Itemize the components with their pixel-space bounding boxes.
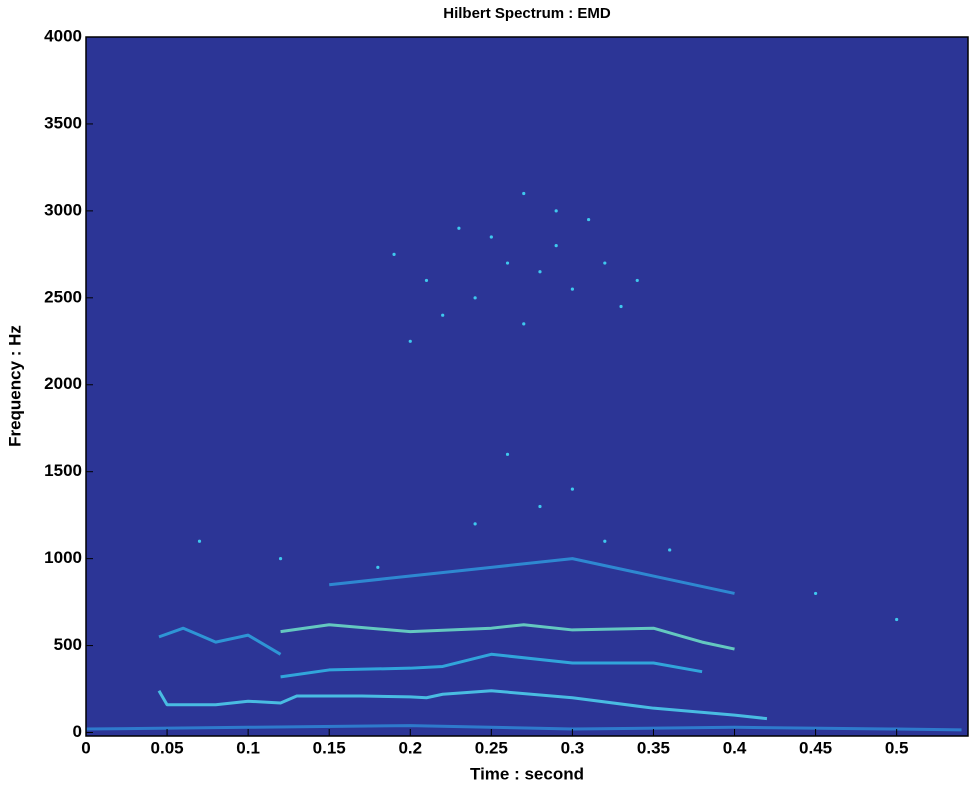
chart-title: Hilbert Spectrum : EMD (443, 5, 611, 22)
spectrum-ridge (329, 557, 735, 595)
x-tick-label: 0.4 (723, 738, 747, 757)
x-tick-label: 0.25 (475, 738, 508, 757)
y-tick-label: 3500 (44, 113, 82, 132)
x-tick-label: 0.35 (637, 738, 670, 757)
spectrum-dot (813, 591, 818, 596)
spectrum-ridge (280, 623, 735, 651)
spectrum-dot (554, 209, 558, 213)
spectrum-dot (278, 557, 283, 561)
spectrum-dot (619, 304, 623, 309)
spectrum-dot (489, 235, 493, 239)
x-tick-label: 0.1 (236, 738, 260, 757)
spectrum-dot (538, 270, 542, 274)
spectrum-dot (408, 339, 412, 343)
spectrum-dot (522, 191, 526, 196)
y-tick-label: 2000 (44, 374, 82, 393)
spectrum-ridge (280, 652, 703, 679)
spectrum-dot (603, 539, 607, 543)
spectrum-dot (473, 296, 477, 300)
x-tick-label: 0.3 (561, 738, 585, 757)
spectrum-dot (424, 278, 429, 283)
axes-frame (85, 36, 969, 737)
plot-area (86, 37, 968, 736)
spectrum-dot (635, 278, 639, 283)
spectrum-dot (392, 252, 396, 256)
spectrum-ridge (158, 626, 282, 656)
y-tick-label: 4000 (44, 26, 82, 45)
spectrum-dot (668, 548, 672, 552)
spectrum-dot (505, 452, 510, 456)
spectrum-dot (895, 617, 899, 622)
spectrum-dot (473, 522, 477, 526)
x-tick-label: 0.45 (799, 738, 832, 757)
x-tick-label: 0.05 (151, 738, 184, 757)
y-axis-label: Frequency : Hz (5, 325, 24, 447)
y-tick-label: 1000 (44, 548, 82, 567)
spectrum-dot (441, 313, 445, 317)
y-tick-label: 500 (54, 635, 82, 654)
spectrum-dot (457, 226, 461, 230)
x-tick-label: 0.5 (885, 738, 909, 757)
spectrum-dot (376, 565, 380, 569)
spectrum-ridge (157, 689, 768, 721)
x-axis-label: Time : second (470, 764, 584, 783)
spectrum-dot (570, 487, 574, 491)
y-tick-label: 0 (73, 722, 82, 741)
spectrum-dot (554, 244, 558, 248)
x-tick-label: 0 (81, 738, 90, 757)
x-tick-label: 0.15 (313, 738, 346, 757)
y-tick-label: 1500 (44, 461, 82, 480)
spectrum-dot (587, 217, 591, 222)
spectrum-dot (538, 504, 542, 509)
spectrum-dot (570, 287, 574, 291)
spectrum-dot (505, 261, 510, 265)
y-tick-label: 2500 (44, 287, 82, 306)
y-tick-label: 3000 (44, 200, 82, 219)
spectrum-dot (603, 261, 607, 265)
x-tick-label: 0.2 (398, 738, 422, 757)
spectrum-dot (197, 539, 202, 543)
spectrum-dot (522, 322, 526, 326)
